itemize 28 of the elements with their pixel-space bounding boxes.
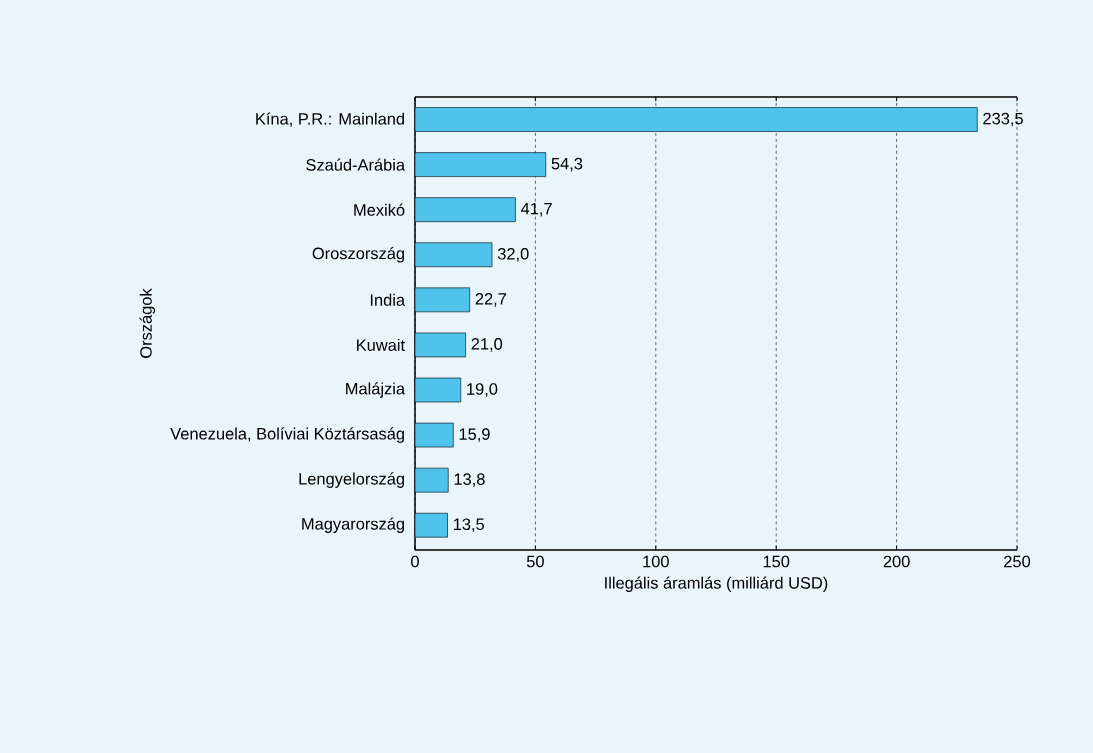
x-axis-title: Illegális áramlás (milliárd USD) xyxy=(605,576,828,592)
y-tick-label: Lengyelország xyxy=(299,472,404,488)
data-label: 21,0 xyxy=(471,338,503,352)
y-tick-label: Szaúd-Arábia xyxy=(306,158,406,171)
y-tick-label: Kuwait xyxy=(357,338,405,351)
x-tick-label: 50 xyxy=(526,555,544,568)
data-label: 22,7 xyxy=(475,293,507,307)
data-label: 19,0 xyxy=(467,383,498,397)
y-tick-label: India xyxy=(370,293,406,306)
x-tick-label: 0 xyxy=(411,555,419,568)
x-tick-label: 150 xyxy=(763,555,790,568)
y-tick-label: Mexikó xyxy=(354,203,405,216)
data-label: 15,9 xyxy=(459,428,490,442)
data-label: 13,8 xyxy=(454,473,485,487)
y-tick-label: Venezuela, Bolíviai Köztársaság xyxy=(170,427,404,443)
data-label: 54,3 xyxy=(551,157,583,172)
y-tick-label: Malájzia xyxy=(346,382,406,398)
data-label: 41,7 xyxy=(520,202,552,217)
x-tick-label: 100 xyxy=(643,555,669,568)
x-tick-label: 250 xyxy=(1004,555,1031,568)
y-tick-label: Kína, P.R.: Mainland xyxy=(256,112,404,127)
y-axis-title: Országok xyxy=(139,288,156,358)
data-label: 32,0 xyxy=(497,247,529,262)
y-tick-label: Oroszország xyxy=(312,247,404,263)
data-label: 13,5 xyxy=(453,518,485,533)
data-label: 233,5 xyxy=(983,112,1023,127)
y-tick-label: Magyarország xyxy=(302,517,404,533)
x-tick-label: 200 xyxy=(883,555,910,568)
